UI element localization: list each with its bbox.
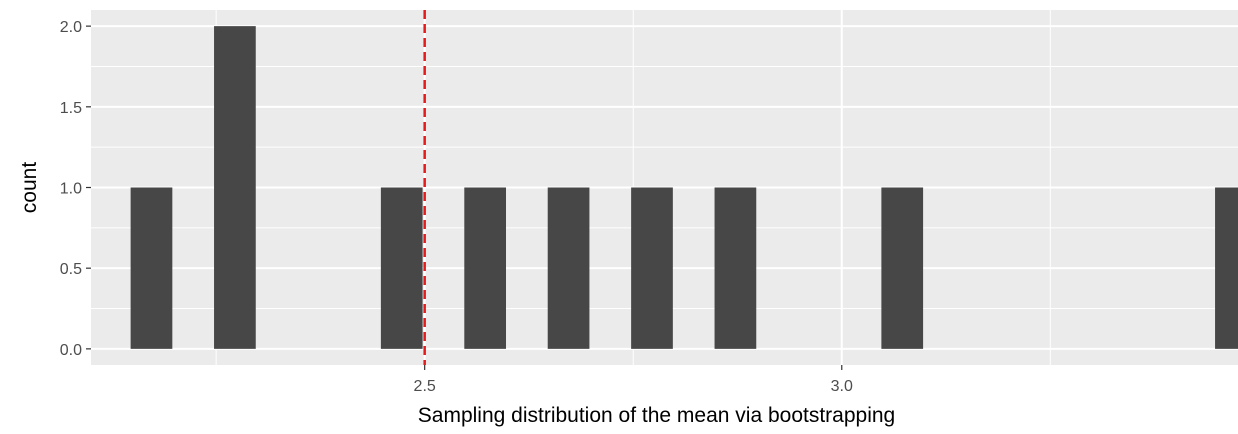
y-tick-label: 1.0 bbox=[60, 181, 82, 198]
y-tick-label: 0.0 bbox=[60, 342, 82, 359]
y-tick-label: 0.5 bbox=[60, 261, 82, 278]
histogram-bar bbox=[131, 188, 173, 349]
histogram-bar bbox=[214, 26, 256, 349]
histogram-bar bbox=[1215, 188, 1238, 349]
histogram-bar bbox=[881, 188, 923, 349]
x-tick-label: 2.5 bbox=[414, 378, 436, 395]
histogram-bar bbox=[631, 188, 673, 349]
histogram-bar bbox=[464, 188, 506, 349]
x-tick-label: 3.0 bbox=[831, 378, 853, 395]
x-axis: 2.5 3.0 bbox=[414, 365, 853, 395]
histogram-bar bbox=[381, 188, 423, 349]
x-axis-title: Sampling distribution of the mean via bo… bbox=[418, 404, 895, 427]
histogram-bar bbox=[548, 188, 590, 349]
y-axis-title: count bbox=[18, 162, 41, 214]
y-axis: 0.0 0.5 1.0 1.5 2.0 bbox=[60, 19, 91, 359]
histogram-bar bbox=[715, 188, 757, 349]
y-tick-label: 1.5 bbox=[60, 100, 82, 117]
y-tick-label: 2.0 bbox=[60, 19, 82, 36]
